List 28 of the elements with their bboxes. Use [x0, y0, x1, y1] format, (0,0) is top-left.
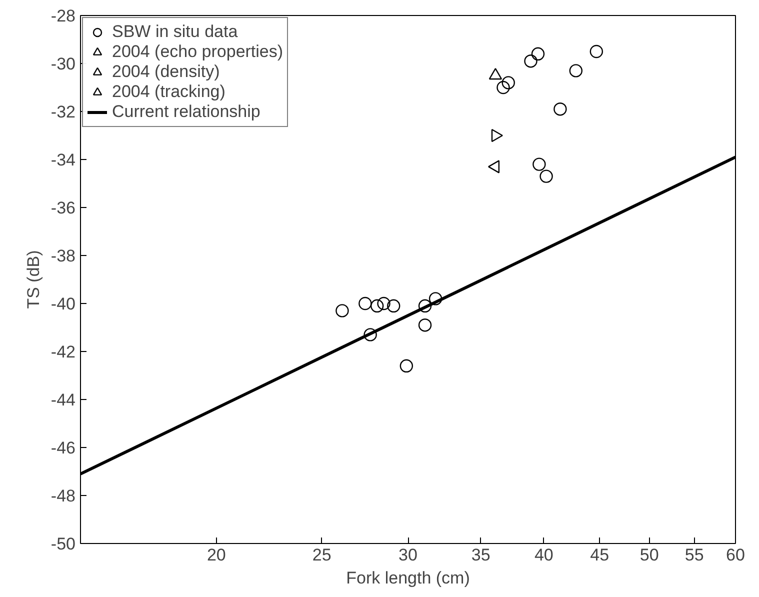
- x-axis-title: Fork length (cm): [346, 568, 470, 588]
- x-tick-label: 55: [684, 546, 704, 564]
- y-tick-label: -32: [50, 102, 76, 122]
- y-tick-label: -34: [50, 150, 76, 170]
- x-tick-label: 60: [726, 546, 745, 564]
- y-tick-label: -40: [50, 294, 76, 314]
- legend-label: 2004 (echo properties): [112, 42, 284, 62]
- x-tick-label: 20: [206, 546, 226, 564]
- legend-label: Current relationship: [112, 102, 260, 122]
- x-tick-label: 30: [398, 546, 418, 564]
- y-tick-label: -36: [50, 198, 76, 218]
- y-tick-label: -38: [50, 246, 76, 266]
- x-tick-label: 45: [590, 546, 610, 564]
- x-tick-label: 25: [312, 546, 332, 564]
- y-axis-title: TS (dB): [24, 250, 43, 309]
- x-tick-label: 50: [640, 546, 659, 564]
- y-tick-label: -30: [50, 54, 76, 74]
- y-tick-label: -46: [50, 438, 76, 458]
- y-tick-label: -28: [50, 6, 76, 26]
- legend-label: 2004 (density): [112, 62, 220, 82]
- y-tick-label: -42: [50, 342, 76, 362]
- legend-label: SBW in situ data: [112, 22, 238, 42]
- x-tick-label: 35: [471, 546, 490, 564]
- y-tick-label: -48: [50, 486, 76, 506]
- y-tick-label: -44: [50, 390, 76, 410]
- y-tick-label: -50: [50, 534, 76, 554]
- x-tick-label: 40: [534, 546, 554, 564]
- legend-label: 2004 (tracking): [112, 82, 226, 102]
